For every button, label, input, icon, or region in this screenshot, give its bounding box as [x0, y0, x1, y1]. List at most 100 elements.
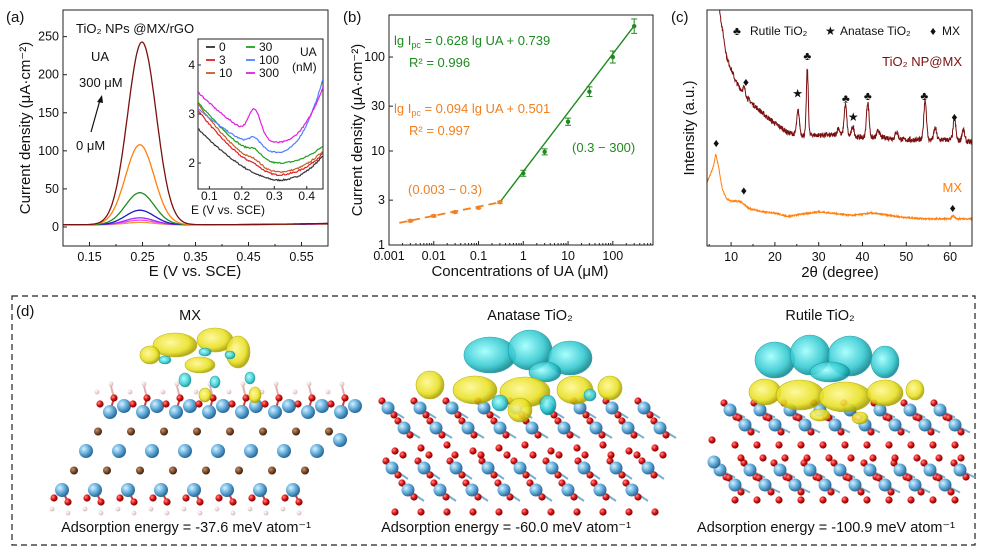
- o-atom: [646, 411, 654, 419]
- o-atom: [590, 479, 598, 487]
- o-atom: [451, 451, 459, 459]
- inset-y-tick-label: 3: [188, 107, 195, 121]
- ti-atom: [545, 461, 559, 475]
- ti-atom: [465, 483, 479, 497]
- charge-depletion-lobe: [463, 336, 517, 374]
- c-atom: [259, 427, 267, 436]
- ti-atom: [136, 405, 150, 419]
- o-atom: [573, 444, 581, 452]
- ti-atom: [833, 463, 847, 477]
- ti-atom: [150, 399, 164, 413]
- o-atom: [797, 488, 805, 496]
- o-atom: [650, 417, 658, 425]
- o-atom: [614, 411, 622, 419]
- x-tick-label: 0.1: [470, 249, 487, 263]
- ti-atom: [211, 444, 225, 458]
- c-atom: [70, 466, 78, 475]
- charge-depletion-lobe: [158, 355, 172, 365]
- x-tick-label: 0.001: [373, 249, 404, 263]
- o-atom: [96, 400, 104, 408]
- x-tick-label: 100: [602, 249, 623, 263]
- panel-label-b: (b): [343, 9, 361, 26]
- y-tick-label: 3: [378, 193, 385, 207]
- h-atom: [263, 510, 269, 516]
- o-atom: [391, 447, 399, 455]
- arrow-bottom-label: 0 μM: [76, 138, 105, 153]
- o-atom: [863, 441, 871, 449]
- ti-atom: [743, 463, 757, 477]
- o-atom: [521, 508, 529, 516]
- ti-atom: [818, 478, 832, 492]
- data-point: [476, 205, 481, 210]
- ti-atom: [593, 483, 607, 497]
- inset-y-tick-label: 2: [188, 156, 195, 170]
- o-atom: [907, 496, 915, 504]
- x-tick-label: 0.01: [422, 249, 446, 263]
- h-atom: [280, 506, 286, 512]
- o-atom: [618, 417, 626, 425]
- h-atom: [98, 510, 104, 516]
- charge-accumulation-lobe: [198, 387, 212, 403]
- charge-depletion-lobe: [754, 341, 796, 379]
- xrd-pattern: [707, 153, 972, 222]
- h-atom: [292, 389, 298, 395]
- structure-title-anatase: Anatase TiO₂: [487, 308, 572, 324]
- o-atom: [725, 474, 733, 482]
- panel-d-structures: (d) MX Anatase TiO₂ Rutile TiO₂ Adsorpti…: [11, 295, 976, 546]
- charge-depletion-lobe: [539, 394, 557, 416]
- o-atom: [731, 441, 739, 449]
- o-atom: [554, 471, 562, 479]
- ti-atom: [79, 444, 93, 458]
- charge-accumulation-lobe: [225, 335, 251, 369]
- o-atom: [534, 431, 542, 439]
- o-atom: [242, 394, 250, 402]
- o-atom: [863, 496, 871, 504]
- legend-label-anatase: Anatase TiO₂: [840, 24, 911, 38]
- o-atom: [917, 488, 925, 496]
- o-atom: [327, 400, 335, 408]
- o-atom: [529, 451, 537, 459]
- o-atom: [442, 493, 450, 501]
- o-atom: [785, 474, 793, 482]
- o-atom: [570, 493, 578, 501]
- o-atom: [634, 397, 642, 405]
- y-tick-label: 10: [371, 144, 385, 158]
- x-axis-label: E (V vs. SCE): [149, 263, 242, 280]
- o-atom: [394, 417, 402, 425]
- ti-atom: [953, 463, 967, 477]
- plot-frame: [706, 9, 973, 247]
- o-atom: [885, 496, 893, 504]
- c-atom: [325, 427, 333, 436]
- o-atom: [887, 488, 895, 496]
- legend-label-rutile: Rutile TiO₂: [750, 24, 808, 38]
- o-atom: [618, 471, 626, 479]
- ti-atom: [641, 461, 655, 475]
- o-atom: [659, 451, 667, 459]
- ti-atom: [244, 444, 258, 458]
- x-tick-label: 0.35: [183, 250, 207, 264]
- o-atom: [720, 399, 728, 407]
- peak-marker: ♣: [803, 49, 811, 63]
- legend-symbol-rutile: ♣: [733, 24, 741, 38]
- o-atom: [341, 394, 349, 402]
- o-atom: [470, 431, 478, 439]
- o-atom: [907, 441, 915, 449]
- charge-accumulation-lobe: [597, 375, 623, 401]
- molecular-models: [49, 327, 976, 516]
- ti-atom: [449, 461, 463, 475]
- structure-title-mx: MX: [179, 308, 201, 324]
- o-atom: [607, 451, 615, 459]
- o-atom: [574, 457, 582, 465]
- charge-depletion-lobe: [870, 345, 900, 379]
- data-point: [631, 23, 637, 29]
- x-tick-label: 40: [856, 250, 870, 264]
- o-atom: [767, 488, 775, 496]
- o-atom: [625, 508, 633, 516]
- h-atom: [247, 506, 253, 512]
- ti-atom: [863, 463, 877, 477]
- h-atom: [164, 510, 170, 516]
- o-atom: [503, 451, 511, 459]
- o-atom: [130, 498, 138, 506]
- charge-accumulation-lobe: [866, 379, 904, 407]
